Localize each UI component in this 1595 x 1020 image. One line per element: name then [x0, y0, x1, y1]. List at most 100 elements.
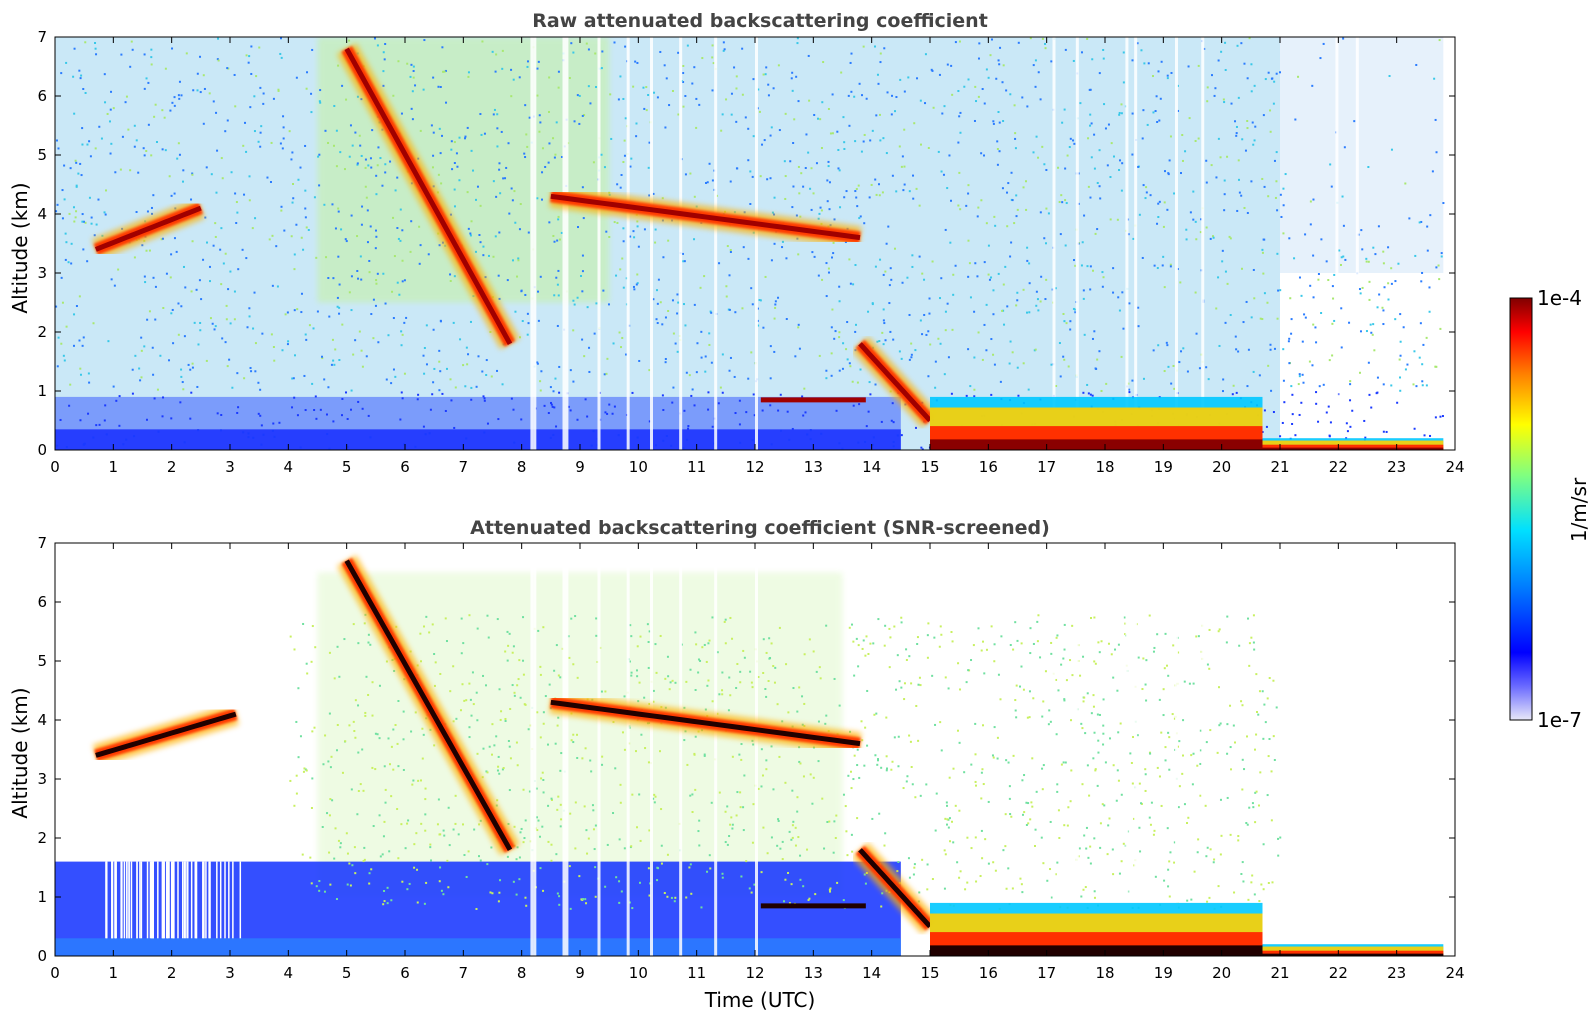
- noise-dot: [356, 163, 359, 166]
- noise-dot: [786, 410, 789, 413]
- noise-dot: [150, 206, 153, 209]
- noise-dot: [548, 683, 551, 686]
- noise-dot: [257, 381, 260, 384]
- noise-dot: [830, 374, 833, 377]
- noise-dot: [526, 65, 529, 68]
- noise-dot: [161, 237, 164, 240]
- noise-dot: [173, 96, 176, 99]
- noise-dot: [581, 254, 584, 257]
- noise-dot: [133, 124, 136, 127]
- noise-dot: [779, 847, 782, 850]
- noise-dot: [1101, 271, 1104, 274]
- noise-dot: [773, 196, 776, 199]
- x-tick-label: 15: [920, 458, 939, 476]
- noise-dot: [199, 55, 202, 58]
- noise-dot: [1359, 330, 1362, 333]
- noise-dot: [65, 325, 68, 328]
- noise-dot: [383, 890, 386, 893]
- noise-dot: [903, 128, 906, 131]
- noise-dot: [1328, 359, 1331, 362]
- noise-dot: [1106, 164, 1109, 167]
- noise-dot: [515, 858, 518, 861]
- noise-dot: [877, 82, 880, 85]
- noise-dot: [430, 124, 433, 127]
- noise-dot: [857, 644, 860, 647]
- noise-dot: [703, 754, 706, 757]
- noise-dot: [1130, 761, 1133, 764]
- noise-dot: [170, 312, 173, 315]
- noise-dot: [664, 316, 667, 319]
- noise-dot: [621, 336, 624, 339]
- noise-dot: [620, 174, 623, 177]
- y-tick-label: 6: [37, 593, 47, 611]
- noise-dot: [638, 793, 641, 796]
- noise-dot: [698, 819, 701, 822]
- noise-dot: [162, 396, 165, 399]
- noise-dot: [659, 750, 662, 753]
- noise-dot: [441, 392, 444, 395]
- noise-dot: [419, 244, 422, 247]
- noise-dot: [554, 742, 557, 745]
- noise-dot: [1026, 246, 1029, 249]
- x-ticks: 0 1 2 3 4 5 6 7 8 9 10 11 12 13 14 15 16 17 18 19 20 21 22 23 24: [50, 37, 1465, 476]
- noise-dot: [431, 393, 434, 396]
- noise-dot: [848, 124, 851, 127]
- noise-dot: [630, 157, 633, 160]
- noise-dot: [751, 439, 754, 442]
- noise-dot: [1146, 123, 1149, 126]
- noise-dot: [336, 723, 339, 726]
- noise-dot: [728, 308, 731, 311]
- noise-dot: [339, 842, 342, 845]
- noise-dot: [1221, 260, 1224, 263]
- noise-dot: [196, 72, 199, 75]
- data-gap: [650, 543, 653, 956]
- noise-dot: [390, 795, 393, 798]
- noise-dot: [694, 689, 697, 692]
- noise-dot: [819, 206, 822, 209]
- noise-dot: [997, 673, 1000, 676]
- noise-dot: [262, 102, 265, 105]
- noise-dot: [491, 753, 494, 756]
- noise-dot: [632, 230, 635, 233]
- noise-dot: [442, 829, 445, 832]
- noise-dot: [182, 180, 185, 183]
- noise-dot: [392, 94, 395, 97]
- noise-dot: [524, 819, 527, 822]
- noise-dot: [1068, 146, 1071, 149]
- noise-dot: [103, 211, 106, 214]
- noise-dot: [748, 887, 751, 890]
- noise-dot: [558, 238, 561, 241]
- noise-dot: [334, 827, 337, 830]
- noise-dot: [762, 826, 765, 829]
- noise-dot: [973, 388, 976, 391]
- noise-dot: [990, 38, 993, 41]
- noise-dot: [560, 231, 563, 234]
- noise-dot: [310, 882, 313, 885]
- noise-dot: [1122, 842, 1125, 845]
- noise-dot: [465, 699, 468, 702]
- noise-dot: [825, 262, 828, 265]
- noise-dot: [1195, 238, 1198, 241]
- noise-dot: [742, 649, 745, 652]
- noise-dot: [1001, 81, 1004, 84]
- noise-dot: [170, 253, 173, 256]
- noise-dot: [1200, 218, 1203, 221]
- noise-dot: [831, 132, 834, 135]
- noise-dot: [273, 359, 276, 362]
- noise-dot: [427, 253, 430, 256]
- noise-dot: [1244, 149, 1247, 152]
- noise-dot: [372, 298, 375, 301]
- noise-dot: [882, 273, 885, 276]
- noise-dot: [1421, 384, 1424, 387]
- noise-dot: [994, 869, 997, 872]
- noise-dot: [959, 208, 962, 211]
- noise-dot: [341, 323, 344, 326]
- noise-dot: [1194, 140, 1197, 143]
- noise-dot: [337, 839, 340, 842]
- noise-dot: [987, 800, 990, 803]
- noise-dot: [757, 675, 760, 678]
- noise-dot: [895, 688, 898, 691]
- noise-dot: [1059, 233, 1062, 236]
- noise-dot: [751, 841, 754, 844]
- noise-dot: [1226, 723, 1229, 726]
